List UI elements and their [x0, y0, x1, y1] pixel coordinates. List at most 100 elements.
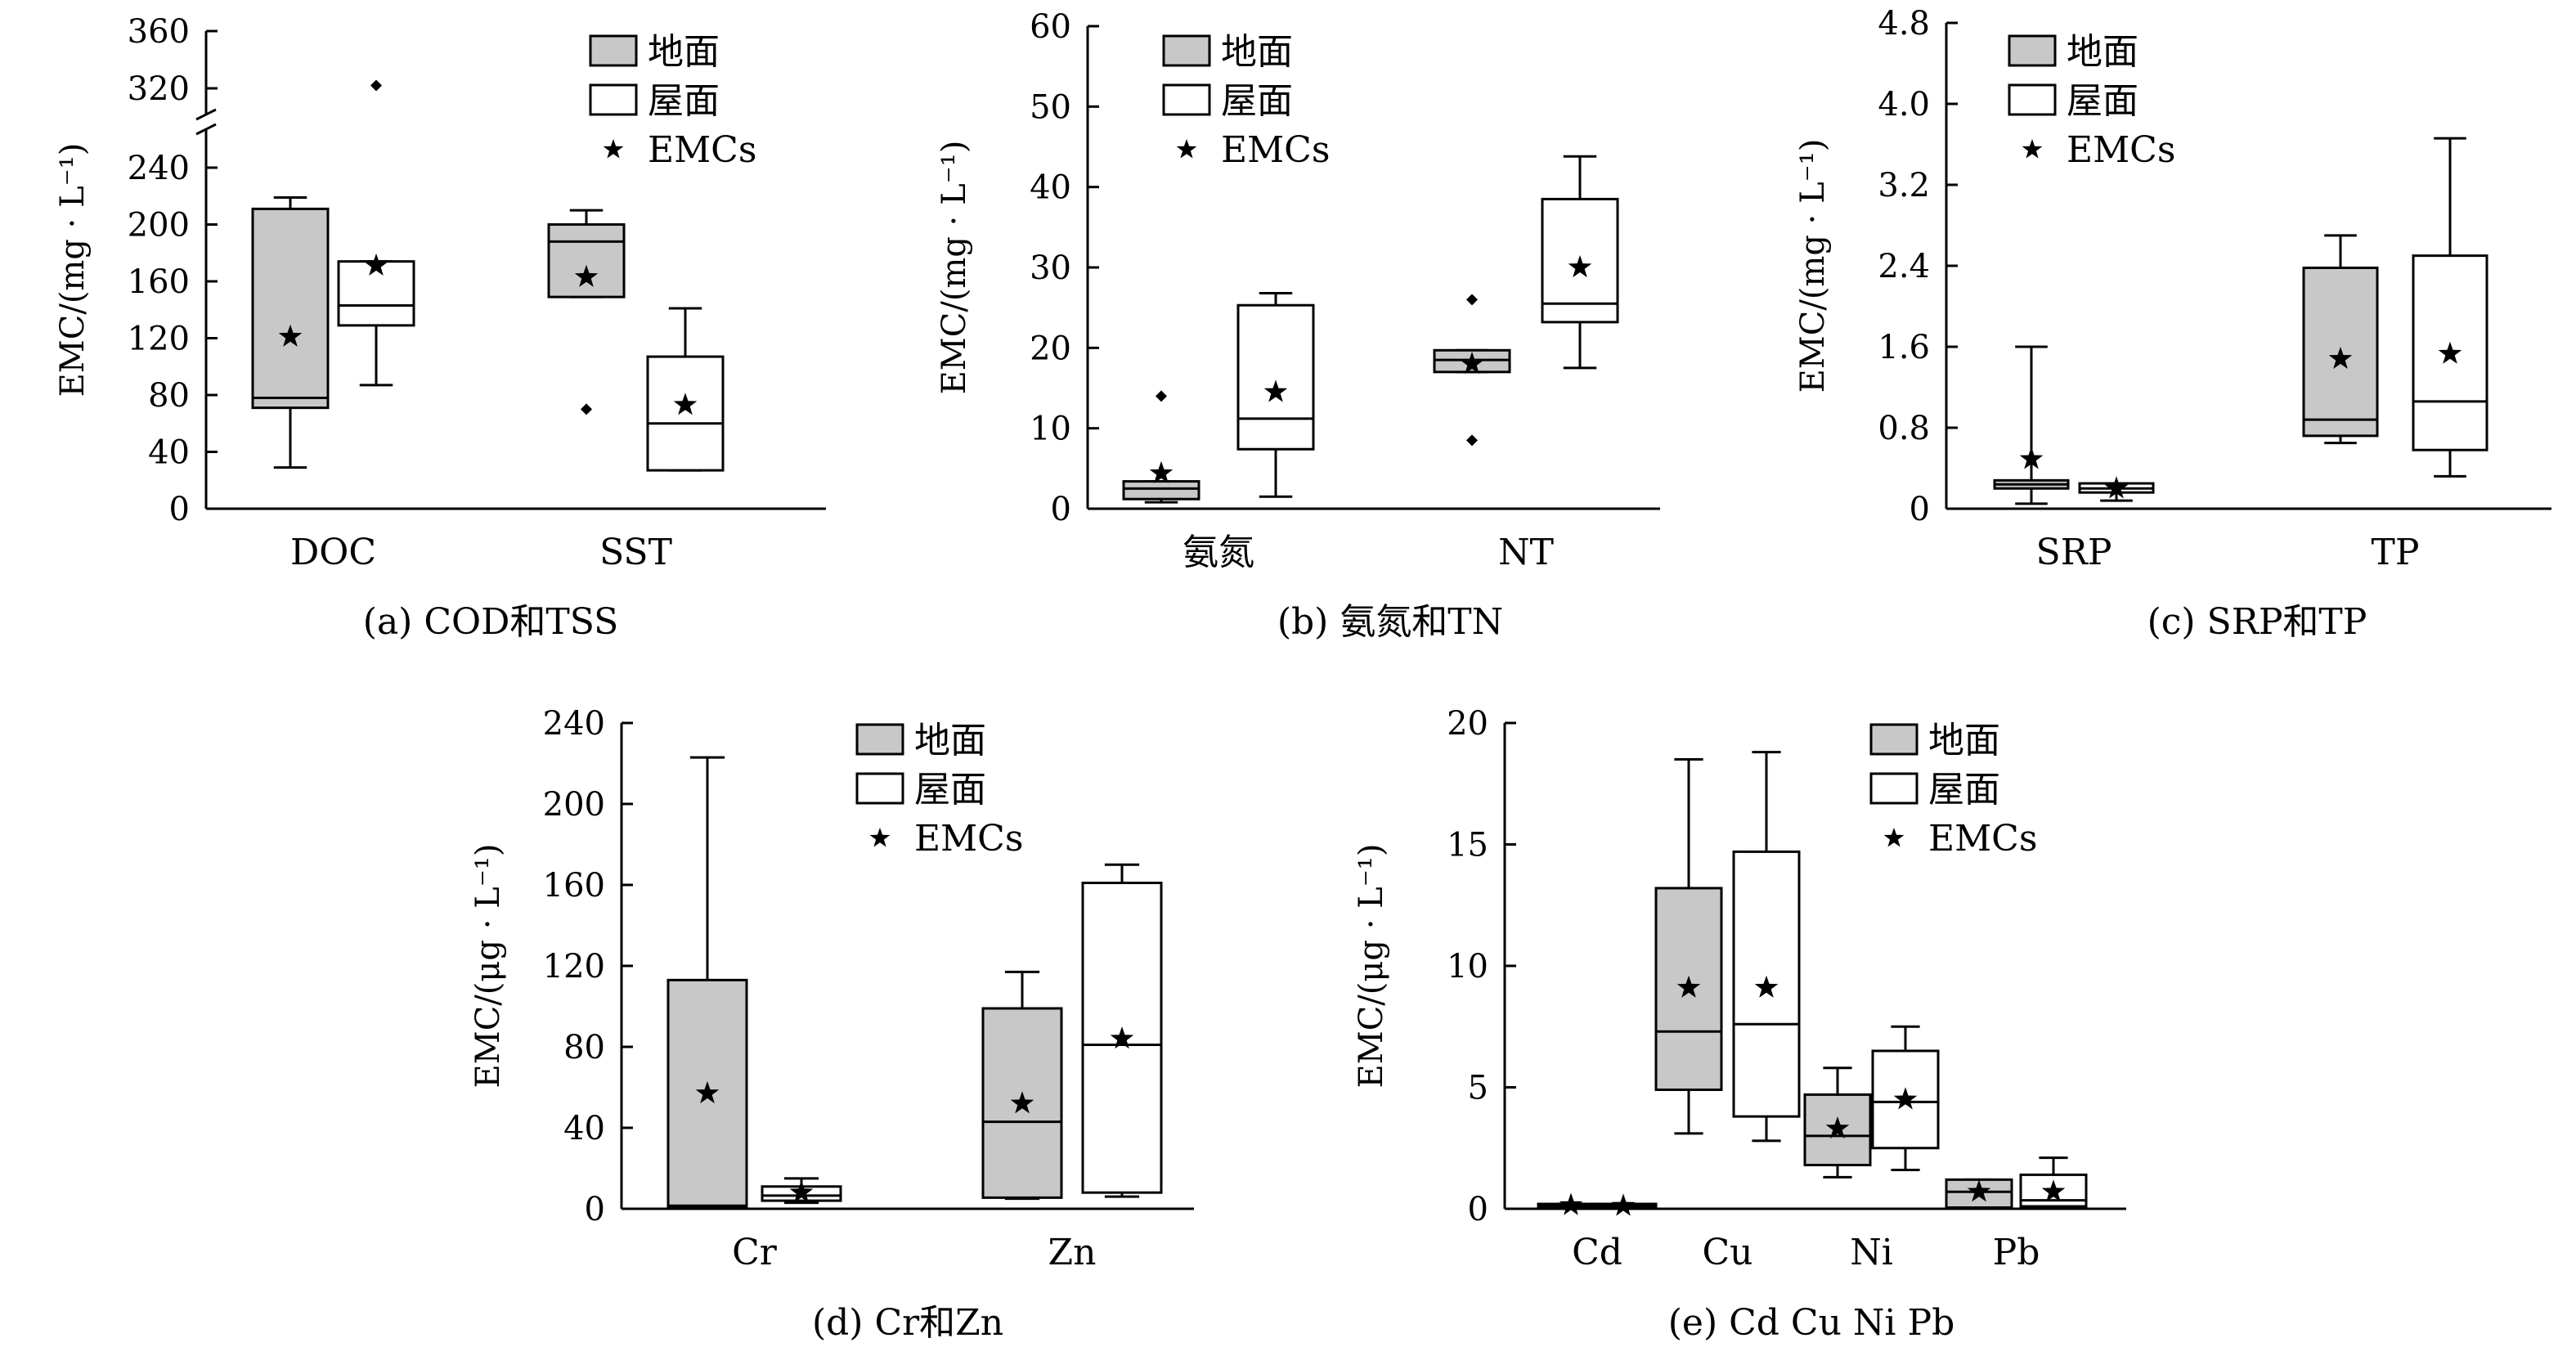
box-屋面 — [337, 260, 415, 327]
y-tick-label: 2.4 — [1878, 248, 1930, 285]
y-tick-label: 120 — [543, 948, 605, 986]
x-category-label: Cu — [1702, 1232, 1752, 1273]
emc-star — [1676, 975, 1701, 998]
x-category-label: Ni — [1850, 1232, 1893, 1273]
chart-caption: (c) SRP和TP — [2147, 601, 2367, 643]
emc-star — [1460, 352, 1484, 375]
legend-label: 屋面 — [1221, 80, 1293, 122]
box-屋面 — [1236, 303, 1315, 451]
y-tick-label: 50 — [1030, 88, 1071, 126]
emc-star — [1893, 1087, 1918, 1110]
emc-star — [695, 1080, 720, 1104]
legend-label: 屋面 — [2067, 80, 2138, 122]
legend-star-icon — [603, 139, 624, 159]
box-地面 — [251, 207, 330, 410]
chart-caption: (e) Cd Cu Ni Pb — [1668, 1302, 1955, 1344]
chart-panel-2: 0 0.8 1.6 2.4 3.2 4.0 4.8 EMC/(mg · L⁻¹) SRP TP(c… — [1794, 5, 2551, 643]
legend-swatch-ground — [855, 723, 904, 756]
emc-star — [1010, 1091, 1034, 1114]
emc-star — [2438, 341, 2462, 364]
legend-label: 屋面 — [914, 769, 986, 810]
y-axis-label: EMC/(mg · L⁻¹) — [1794, 139, 1832, 393]
y-tick-label: 360 — [128, 13, 190, 51]
emc-star — [2019, 447, 2044, 469]
legend-swatch-roof — [855, 772, 904, 805]
outlier-point — [1466, 434, 1478, 447]
y-tick-label: 10 — [1030, 411, 1071, 448]
y-tick-label: 0 — [1910, 491, 1930, 528]
x-category-label: Zn — [1048, 1232, 1097, 1273]
legend-swatch-ground — [1162, 34, 1211, 67]
chart-caption: (a) COD和TSS — [363, 601, 618, 643]
box-地面 — [1122, 480, 1200, 501]
y-axis-label: EMC/(mg · L⁻¹) — [54, 143, 92, 397]
emc-star — [1263, 379, 1288, 402]
y-tick-label: 160 — [128, 263, 190, 301]
legend-label: 地面 — [2067, 31, 2138, 73]
emc-star — [574, 264, 599, 287]
legend-label: EMCs — [2067, 129, 2175, 171]
y-tick-label: 0 — [1468, 1191, 1488, 1228]
y-tick-label: 20 — [1030, 330, 1071, 367]
y-tick-label: 10 — [1447, 948, 1488, 986]
y-axis-label: EMC/(μg · L⁻¹) — [1353, 844, 1390, 1089]
chart-panel-4: 0 5 10 15 20 EMC/(μg · L⁻¹) Cd Cu Ni Pb (e) Cd Cu … — [1353, 705, 2126, 1344]
y-tick-label: 40 — [148, 434, 190, 472]
legend-label: EMCs — [914, 818, 1023, 860]
y-tick-label: 0 — [169, 491, 190, 528]
y-tick-label: 160 — [543, 867, 605, 905]
legend-label: 屋面 — [1928, 769, 2000, 810]
legend-star-icon — [869, 828, 891, 847]
y-tick-label: 120 — [128, 321, 190, 358]
legend-swatch-ground — [589, 34, 638, 67]
emc-star — [2041, 1179, 2066, 1202]
x-category-label: Pb — [1993, 1232, 2040, 1273]
legend-star-icon — [2022, 139, 2043, 159]
y-tick-label: 1.6 — [1878, 329, 1930, 366]
legend-star-icon — [1176, 139, 1197, 159]
legend-label: 地面 — [1928, 720, 2000, 761]
y-tick-label: 0 — [1051, 491, 1071, 528]
y-tick-label: 4.8 — [1878, 5, 1930, 43]
emc-star — [1110, 1026, 1134, 1049]
chart-panel-3: 0 40 80 120 160 200 240 EMC/(μg · L⁻¹) Cr Zn (d) C… — [469, 705, 1194, 1344]
x-category-label: Cr — [732, 1232, 778, 1273]
outlier-point — [1466, 294, 1478, 306]
legend-swatch-roof — [1162, 83, 1211, 116]
chart-caption: (d) Cr和Zn — [812, 1302, 1003, 1344]
axis-break-mark — [195, 108, 217, 121]
y-tick-label: 240 — [128, 150, 190, 187]
y-tick-label: 0.8 — [1878, 410, 1930, 447]
legend-star-icon — [1883, 828, 1905, 847]
legend-swatch-ground — [1869, 723, 1919, 756]
outlier-point — [581, 403, 592, 415]
legend-swatch-roof — [589, 83, 638, 116]
y-tick-label: 80 — [148, 377, 190, 415]
y-tick-label: 4.0 — [1878, 86, 1930, 123]
emc-star — [1611, 1193, 1636, 1216]
y-tick-label: 20 — [1447, 705, 1488, 743]
y-tick-label: 80 — [563, 1029, 605, 1066]
legend-swatch-ground — [2008, 34, 2057, 67]
y-tick-label: 30 — [1030, 249, 1071, 287]
emc-star — [1559, 1192, 1583, 1215]
legend-swatch-roof — [2008, 83, 2057, 116]
legend-label: 屋面 — [648, 80, 720, 122]
y-tick-label: 200 — [543, 786, 605, 824]
x-category-label: SRP — [2036, 532, 2112, 573]
axis-break-mark — [195, 123, 217, 136]
y-tick-label: 320 — [128, 70, 190, 108]
outlier-point — [1156, 390, 1167, 402]
chart-caption: (b) 氨氮和TN — [1277, 601, 1503, 643]
emc-star — [364, 253, 388, 276]
y-axis-label: EMC/(μg · L⁻¹) — [469, 844, 507, 1089]
emc-star — [789, 1180, 814, 1203]
legend-label: EMCs — [1928, 818, 2037, 860]
legend-label: 地面 — [914, 720, 986, 761]
box-屋面 — [646, 355, 725, 472]
y-tick-label: 60 — [1030, 8, 1071, 46]
